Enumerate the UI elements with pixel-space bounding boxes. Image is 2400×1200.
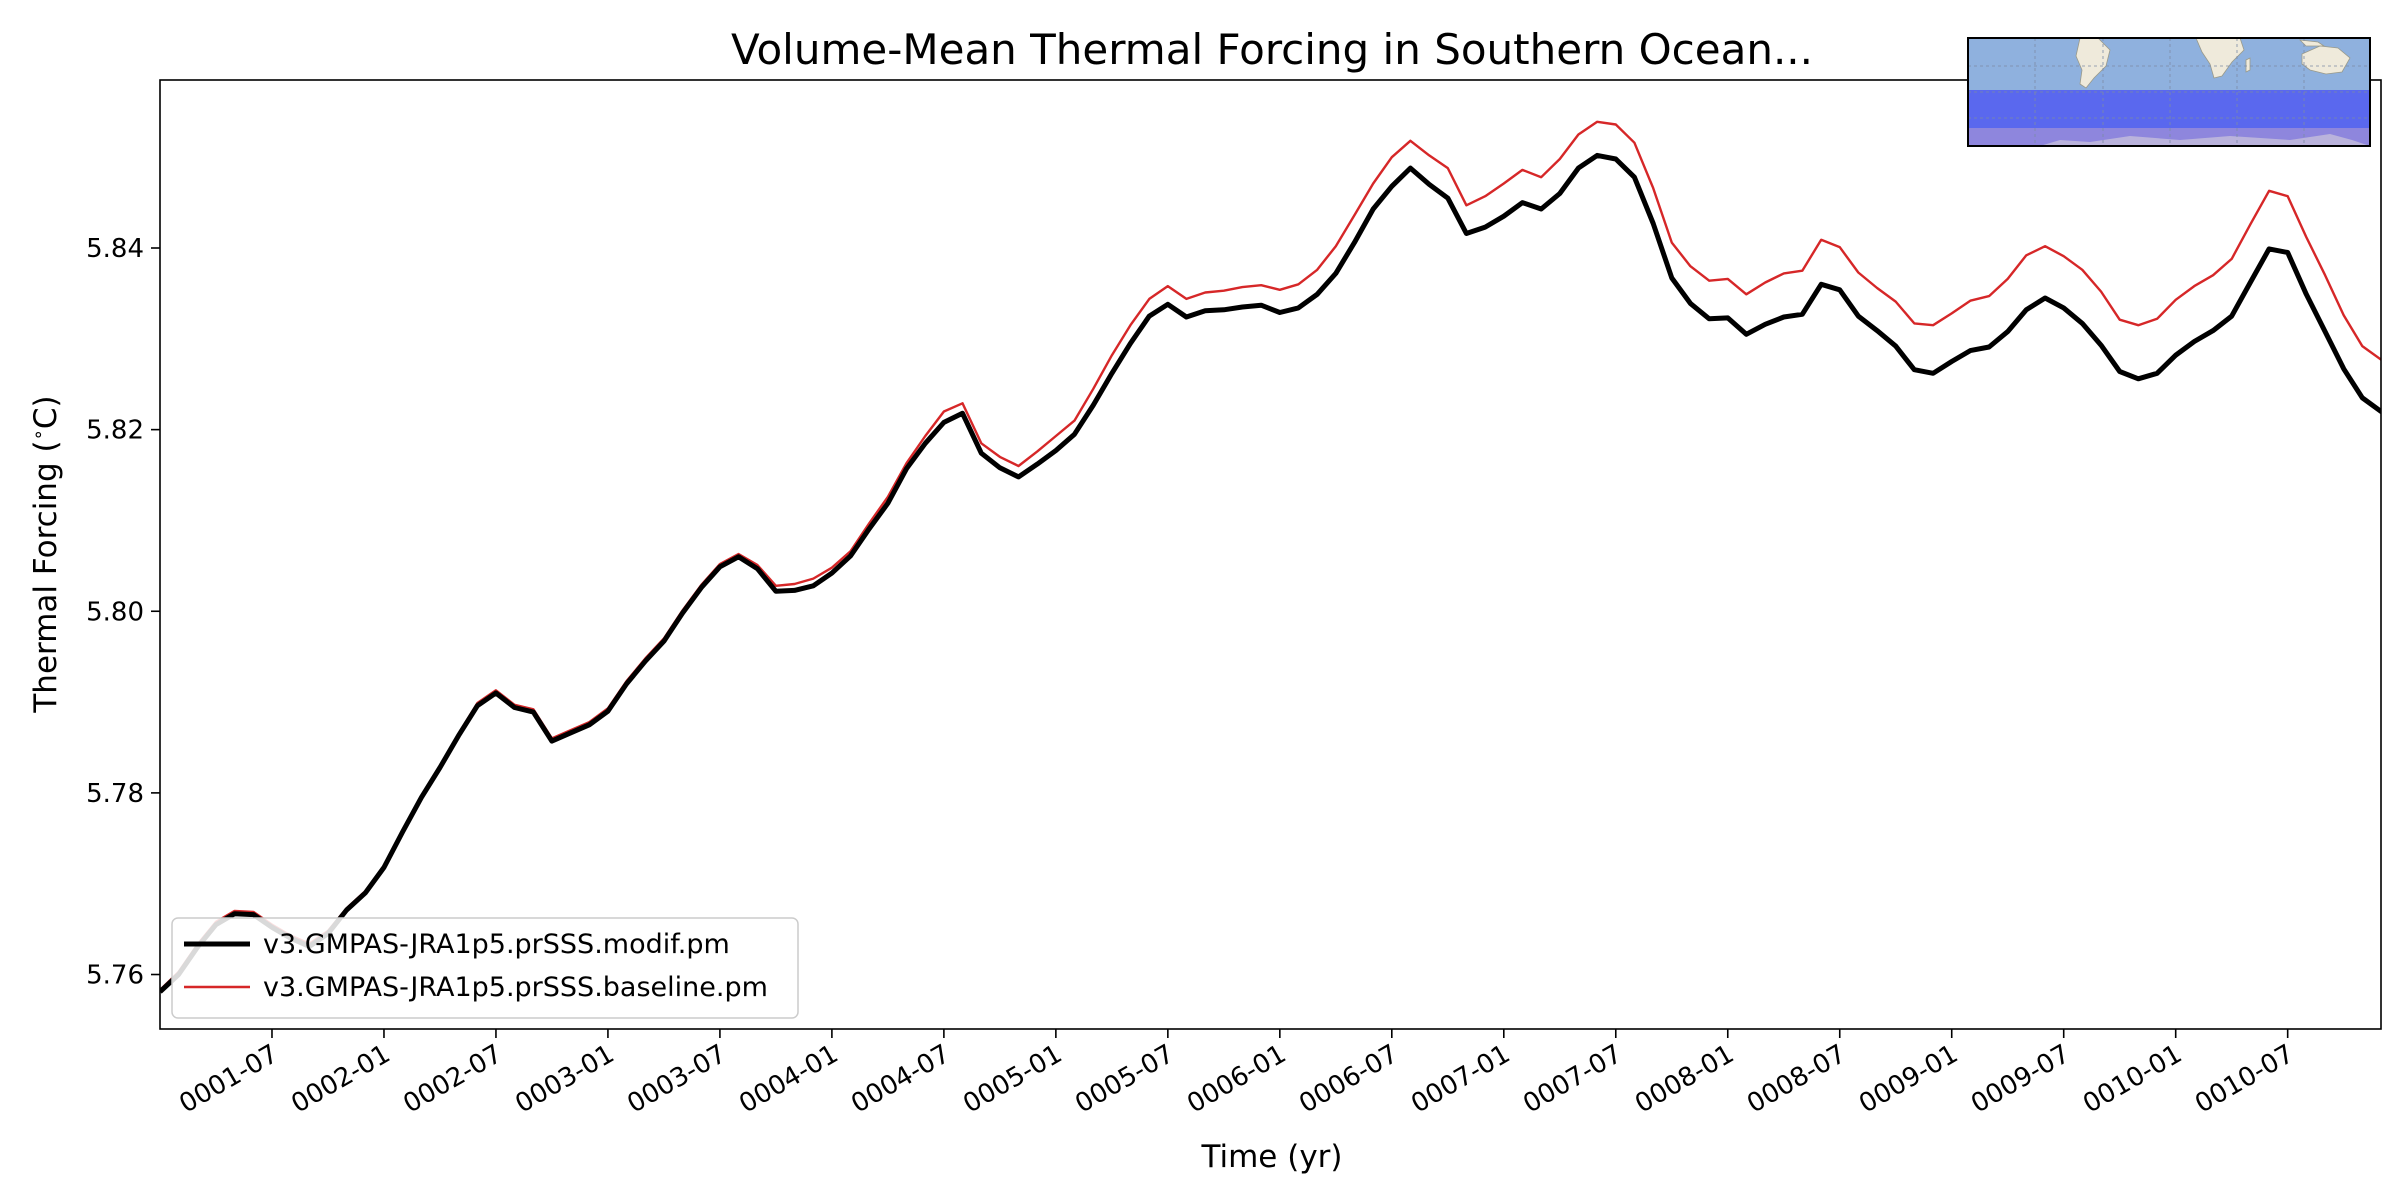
- map-land-africa: [2195, 38, 2245, 79]
- map-land-madagascar: [2245, 57, 2251, 73]
- legend: v3.GMPAS-JRA1p5.prSSS.modif.pm v3.GMPAS-…: [171, 917, 799, 1019]
- chart-title: Volume-Mean Thermal Forcing in Southern …: [731, 25, 1813, 74]
- y-axis-label-prefix: Thermal Forcing (: [28, 440, 64, 713]
- plot-frame: [159, 79, 2382, 1030]
- series-line-modif: [160, 152, 2381, 994]
- y-tick-label: 5.76: [86, 961, 144, 991]
- southern-ocean-region-map: [1967, 37, 2371, 147]
- legend-label-baseline: v3.GMPAS-JRA1p5.prSSS.baseline.pm: [263, 972, 768, 1003]
- series-group: [160, 120, 2381, 994]
- y-tick-label: 5.84: [86, 234, 144, 264]
- y-axis: 5.76 5.78 5.80 5.82 5.84: [86, 234, 160, 991]
- degree-superscript: ∘: [28, 429, 49, 440]
- y-tick-label: 5.82: [86, 416, 144, 446]
- map-region-highlight: [1968, 90, 2370, 130]
- x-axis-label: Time (yr): [1201, 1139, 1343, 1175]
- map-land-south-america: [2075, 38, 2111, 89]
- y-tick-label: 5.80: [86, 597, 144, 627]
- y-axis-label-suffix: ): [28, 395, 64, 407]
- y-axis-label: Thermal Forcing (∘C): [28, 395, 64, 713]
- legend-box: [171, 917, 799, 1019]
- map-frame: [1967, 37, 2371, 147]
- map-region-lower: [1968, 128, 2370, 146]
- legend-label-modif: v3.GMPAS-JRA1p5.prSSS.modif.pm: [263, 929, 730, 960]
- map-gridlines: [1968, 38, 2370, 146]
- y-tick-label: 5.78: [86, 779, 144, 809]
- map-land-antarctica: [2040, 134, 2370, 146]
- y-axis-label-unit: C: [28, 407, 64, 429]
